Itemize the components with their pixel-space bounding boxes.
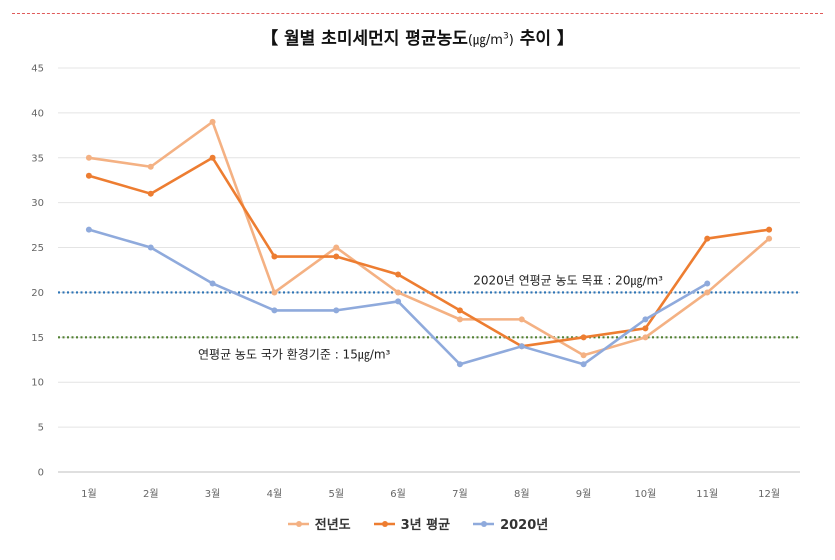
x-tick-label: 12월	[758, 488, 780, 500]
data-point	[518, 316, 525, 323]
data-point	[209, 154, 216, 161]
chart-title-unit: (㎍/m3)	[467, 31, 514, 48]
series-line	[87, 228, 709, 366]
chart-title: 【 월별 초미세먼지 평균농도(㎍/m3) 추이 】	[0, 24, 835, 49]
data-point	[642, 316, 649, 323]
series-line	[87, 156, 771, 348]
data-point	[333, 307, 340, 314]
data-point	[271, 307, 278, 314]
data-point	[704, 280, 711, 287]
data-point	[271, 289, 278, 296]
data-point	[209, 118, 216, 125]
chart-title-tail: 추이 】	[513, 29, 574, 49]
y-tick-label: 0	[38, 468, 44, 479]
chart-title-unit-close: )	[508, 33, 514, 48]
reference-line-label: 연평균 농도 국가 환경기준 : 15㎍/m³	[198, 347, 391, 361]
reference-line-label: 2020년 연평균 농도 목표 : 20㎍/m³	[473, 273, 663, 287]
chart-title-unit-text: (㎍/m	[467, 33, 503, 48]
data-point	[704, 289, 711, 296]
y-tick-label: 45	[31, 64, 44, 75]
x-tick-label: 7월	[452, 488, 468, 500]
x-tick-label: 4월	[267, 488, 283, 500]
data-point	[147, 190, 154, 197]
y-tick-label: 40	[31, 108, 44, 119]
y-tick-label: 35	[31, 153, 44, 164]
legend-label: 3년 평균	[400, 518, 451, 533]
x-tick-label: 10월	[634, 488, 656, 500]
data-point	[580, 334, 587, 341]
series-line	[87, 120, 771, 357]
legend-label: 전년도	[314, 518, 351, 533]
x-tick-label: 8월	[514, 488, 530, 500]
y-tick-label: 20	[31, 288, 44, 299]
data-point	[333, 253, 340, 260]
legend-swatch-marker	[381, 520, 388, 527]
data-point	[580, 361, 587, 368]
chart-legend: 전년도 3년 평균 2020년	[0, 514, 835, 533]
top-dashed-rule	[12, 13, 823, 14]
data-point	[456, 307, 463, 314]
data-point	[333, 244, 340, 251]
legend-swatch	[373, 520, 395, 527]
data-point	[395, 289, 402, 296]
x-tick-label: 5월	[328, 488, 344, 500]
x-tick-label: 3월	[205, 488, 221, 500]
data-point	[147, 244, 154, 251]
y-tick-label: 5	[38, 423, 44, 434]
data-point	[642, 325, 649, 332]
data-point	[85, 226, 92, 233]
data-point	[209, 280, 216, 287]
y-tick-label: 25	[31, 243, 44, 254]
data-point	[456, 361, 463, 368]
legend-swatch-marker	[295, 520, 302, 527]
x-tick-label: 11월	[696, 488, 718, 500]
x-tick-label: 2월	[143, 488, 159, 500]
data-point	[766, 235, 773, 242]
y-tick-label: 30	[31, 198, 44, 209]
data-point	[85, 154, 92, 161]
legend-item: 3년 평균	[373, 514, 450, 533]
data-point	[642, 334, 649, 341]
legend-swatch	[473, 520, 495, 527]
legend-swatch	[287, 520, 309, 527]
x-tick-label: 6월	[390, 488, 406, 500]
data-point	[395, 298, 402, 305]
data-point	[704, 235, 711, 242]
chart-title-main: 【 월별 초미세먼지 평균농도	[261, 29, 468, 49]
data-point	[766, 226, 773, 233]
chart-title-unit-sup: 3	[502, 31, 509, 42]
legend-label: 2020년	[500, 518, 549, 533]
data-point	[580, 352, 587, 359]
legend-item: 2020년	[472, 514, 548, 533]
data-point	[271, 253, 278, 260]
data-point	[85, 172, 92, 179]
x-tick-label: 9월	[576, 488, 592, 500]
y-tick-label: 10	[31, 378, 44, 389]
x-tick-label: 1월	[81, 488, 97, 500]
legend-item: 전년도	[287, 514, 351, 533]
legend-swatch-marker	[481, 520, 488, 527]
data-point	[147, 163, 154, 170]
data-point	[456, 316, 463, 323]
y-tick-label: 15	[31, 333, 44, 344]
data-point	[395, 271, 402, 278]
data-point	[518, 343, 525, 350]
